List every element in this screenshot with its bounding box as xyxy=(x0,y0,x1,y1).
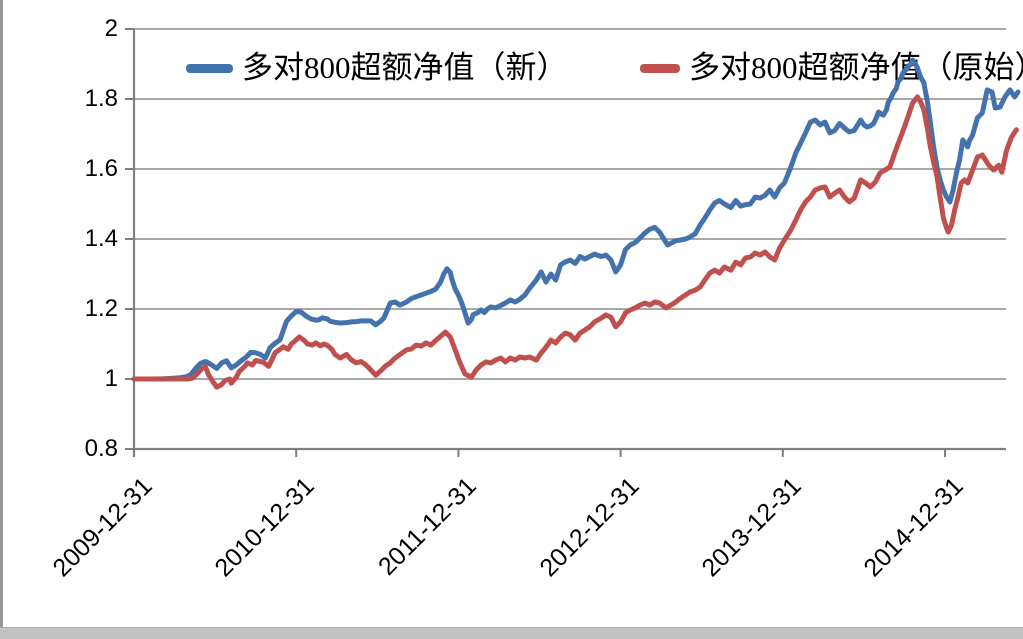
x-tick-label: 2010-12-31 xyxy=(209,472,321,583)
x-tick-label: 2011-12-31 xyxy=(373,472,483,581)
x-tick-label: 2009-12-31 xyxy=(47,472,158,583)
y-tick-label: 1.6 xyxy=(84,155,118,182)
y-tick-label: 1 xyxy=(104,365,118,392)
y-tick-label: 1.4 xyxy=(84,225,118,252)
y-tick-label: 1.8 xyxy=(84,85,118,112)
window-bottom-bar xyxy=(0,627,1023,639)
y-tick-label: 2 xyxy=(104,15,118,42)
x-tick-label: 2013-12-31 xyxy=(696,472,807,583)
window-left-border xyxy=(0,0,3,639)
y-tick-label: 1.2 xyxy=(84,295,118,322)
x-tick-label: 2014-12-31 xyxy=(858,472,969,583)
x-tick-label: 2012-12-31 xyxy=(534,472,645,583)
y-tick-label: 0.8 xyxy=(84,435,118,462)
